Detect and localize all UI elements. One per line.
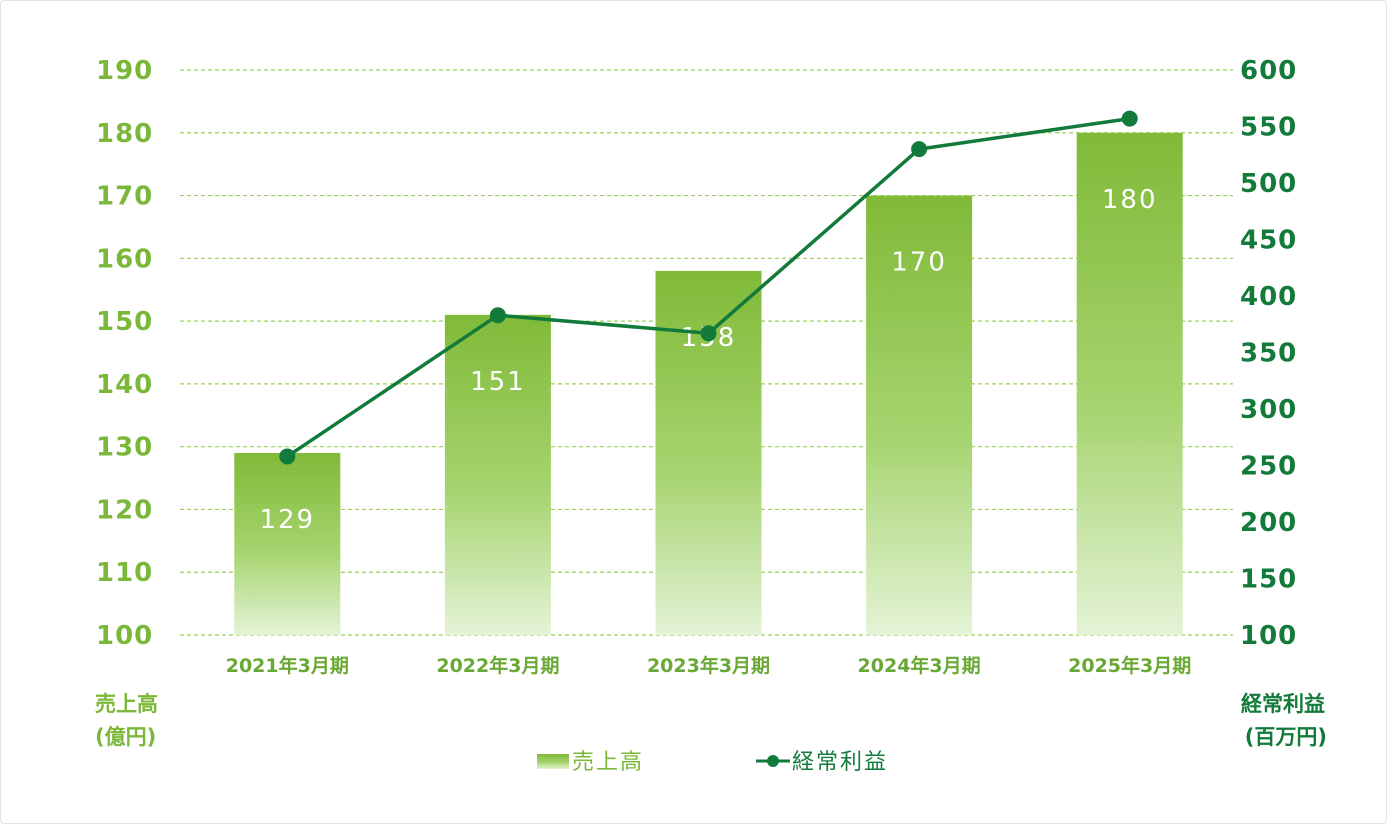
right-tick-label: 350 <box>1240 339 1297 369</box>
bar-value-label: 170 <box>891 248 947 278</box>
left-tick-label: 140 <box>96 370 153 400</box>
left-axis-title-line2: (億円) <box>95 725 156 749</box>
line-point <box>1121 110 1138 127</box>
right-tick-label: 150 <box>1240 565 1297 595</box>
line-point <box>911 141 928 158</box>
right-tick-label: 450 <box>1240 226 1297 256</box>
category-label: 2024年3月期 <box>858 654 981 677</box>
left-tick-label: 110 <box>96 558 153 588</box>
category-labels: 2021年3月期 2022年3月期 2023年3月期 2024年3月期 2025年3月期 <box>226 654 1192 677</box>
bar <box>444 314 551 635</box>
left-axis-ticks: 100 110 120 130 140 150 160 170 180 190 <box>96 56 153 651</box>
legend-bar-label: 売上高 <box>572 750 644 775</box>
left-tick-label: 120 <box>96 495 153 525</box>
right-axis-title-line2: (百万円) <box>1245 725 1327 749</box>
bar <box>866 195 973 636</box>
left-tick-label: 100 <box>96 621 153 651</box>
right-axis-ticks: 100 150 200 250 300 350 400 450 500 550 600 <box>1240 56 1297 651</box>
right-tick-label: 100 <box>1240 621 1297 651</box>
right-tick-label: 300 <box>1240 395 1297 425</box>
left-axis-title-line1: 売上高 <box>95 692 158 716</box>
bar-series: 129151158170180 <box>234 132 1183 636</box>
line-point <box>489 307 506 324</box>
bar <box>234 452 341 635</box>
left-tick-label: 170 <box>96 182 153 212</box>
right-axis-title-line1: 経常利益 <box>1241 692 1325 716</box>
line-series <box>279 110 1138 465</box>
legend: 売上高 経常利益 <box>537 750 888 775</box>
bar-value-label: 129 <box>259 505 315 535</box>
line-point <box>700 325 717 342</box>
gridlines <box>180 69 1233 636</box>
left-tick-label: 150 <box>96 307 153 337</box>
category-label: 2025年3月期 <box>1068 654 1191 677</box>
right-tick-label: 200 <box>1240 508 1297 538</box>
bar-value-label: 151 <box>470 367 526 397</box>
right-tick-label: 600 <box>1240 56 1297 86</box>
bar-value-label: 180 <box>1102 185 1158 215</box>
left-tick-label: 180 <box>96 119 153 149</box>
line-point <box>279 448 296 465</box>
legend-line-marker <box>767 755 779 767</box>
category-label: 2021年3月期 <box>226 654 349 677</box>
category-label: 2022年3月期 <box>436 654 559 677</box>
right-tick-label: 250 <box>1240 452 1297 482</box>
legend-bar-swatch <box>537 754 569 769</box>
category-label: 2023年3月期 <box>647 654 770 677</box>
left-tick-label: 190 <box>96 56 153 86</box>
left-tick-label: 160 <box>96 244 153 274</box>
right-tick-label: 500 <box>1240 169 1297 199</box>
legend-line-label: 経常利益 <box>792 750 888 775</box>
bar <box>1076 132 1183 635</box>
right-tick-label: 550 <box>1240 113 1297 143</box>
right-tick-label: 400 <box>1240 282 1297 312</box>
left-tick-label: 130 <box>96 433 153 463</box>
